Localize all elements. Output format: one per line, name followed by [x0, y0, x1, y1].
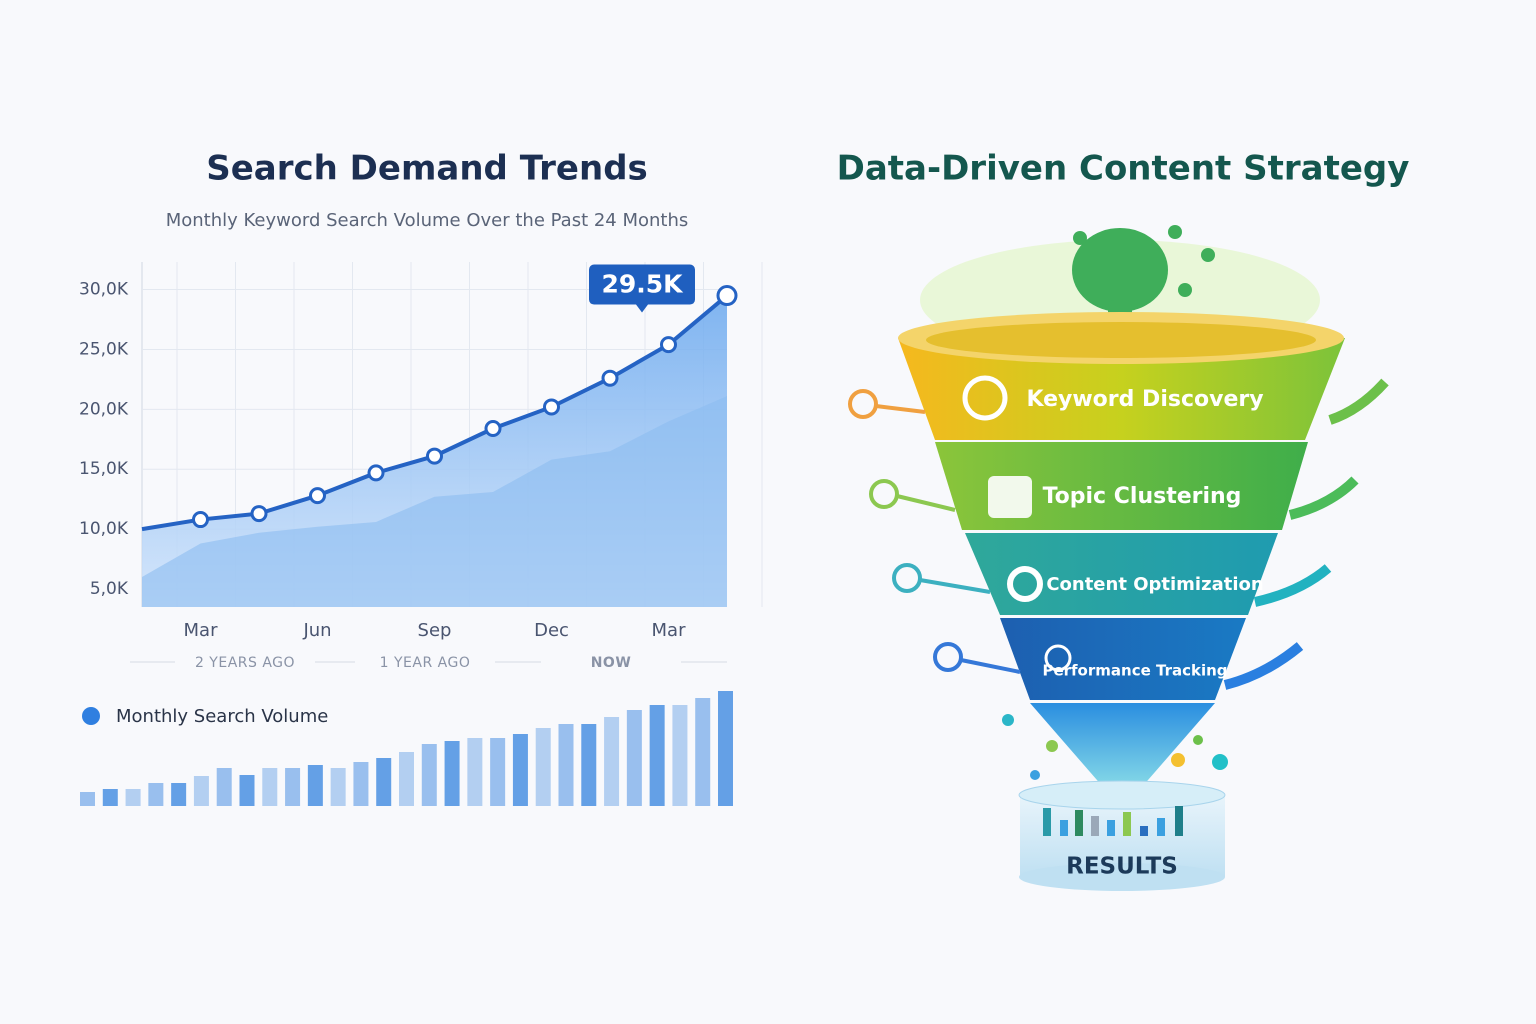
funnel: [848, 225, 1389, 891]
stage-label: Topic Clustering: [1043, 484, 1242, 509]
value-label: 29.5K: [601, 270, 684, 299]
point: [426, 447, 443, 465]
results-label: RESULTS: [1066, 854, 1178, 880]
bar: [239, 775, 255, 806]
point: [543, 398, 560, 416]
icon: [988, 476, 1032, 518]
area: [142, 396, 727, 607]
stage-band: [898, 338, 1345, 440]
stage-band: [965, 533, 1278, 615]
point: [716, 285, 738, 307]
x-tick-label: Sep: [418, 620, 452, 641]
bar: [695, 698, 711, 806]
bar-chart: [80, 691, 733, 806]
chart-title: Search Demand Trends: [206, 149, 648, 189]
chart-subtitle: Monthly Keyword Search Volume Over the P…: [166, 210, 689, 231]
point: [367, 464, 385, 482]
y-tick-label: 5,0K: [90, 579, 129, 599]
confetti: [1002, 714, 1228, 780]
callout-tip: [636, 304, 648, 313]
bar: [604, 717, 620, 806]
y-tick-label: 15,0K: [79, 459, 129, 479]
bar: [102, 789, 118, 806]
bar: [399, 752, 414, 806]
point: [484, 420, 502, 438]
point: [601, 369, 619, 387]
bar: [80, 792, 95, 806]
x-tick-label: Jun: [302, 620, 331, 641]
bar: [307, 765, 323, 806]
bar: [626, 710, 642, 806]
stage-label: Keyword Discovery: [1026, 387, 1263, 412]
bar: [125, 789, 141, 806]
x-tick-label: Mar: [184, 620, 219, 641]
bar: [490, 738, 506, 806]
bar: [558, 724, 574, 806]
bar: [376, 758, 392, 806]
bar: [581, 724, 597, 806]
x-tick-label: Dec: [534, 620, 569, 641]
point: [192, 511, 209, 529]
y-tick-label: 30,0K: [79, 280, 129, 300]
legend-swatch: [82, 707, 100, 725]
icon: [1044, 644, 1072, 672]
bar: [512, 734, 528, 806]
bar: [718, 691, 733, 806]
bar: [216, 768, 232, 806]
y-tick-label: 10,0K: [79, 519, 129, 539]
funnel-mouth: [926, 322, 1316, 358]
legend-label: Monthly Search Volume: [116, 706, 328, 727]
icon: [962, 375, 1008, 421]
side-connectors: [848, 378, 1389, 690]
point: [309, 487, 326, 505]
bar: [421, 744, 437, 806]
bar: [262, 768, 278, 806]
annotation: 1 YEAR AGO: [380, 655, 471, 671]
bar: [285, 768, 301, 806]
bar: [672, 705, 688, 806]
bar: [148, 783, 164, 806]
stage-band: [1000, 618, 1246, 700]
bar: [353, 762, 369, 806]
line-chart: 5,0K 10,0K 15,0K 20,0K 25,0K 30,0K 29.5K Mar Jun…: [79, 262, 763, 672]
bar: [467, 738, 483, 806]
y-tick-label: 25,0K: [79, 339, 129, 359]
point: [250, 505, 268, 523]
bar: [649, 705, 665, 806]
bar: [193, 776, 209, 806]
bar: [171, 783, 187, 806]
y-tick-label: 20,0K: [79, 399, 129, 419]
annotation: 2 YEARS AGO: [195, 655, 295, 671]
icon: [1007, 566, 1043, 602]
bar: [535, 728, 551, 806]
results-rim: [1018, 780, 1226, 810]
x-tick-label: Mar: [652, 620, 687, 641]
annotation: NOW: [591, 655, 632, 671]
bar: [444, 741, 460, 806]
callout: [589, 264, 695, 305]
results-bars: [1043, 806, 1183, 836]
timeline-gap: [175, 652, 315, 672]
timeline-gap: [355, 652, 495, 672]
stage-label: Performance Tracking: [1042, 662, 1227, 680]
point: [660, 336, 677, 354]
funnel-spout: [1030, 703, 1215, 795]
brain-icon: [1072, 225, 1215, 330]
timeline-gap: [541, 652, 681, 672]
bar: [330, 768, 346, 806]
funnel-title: Data-Driven Content Strategy: [837, 149, 1410, 189]
results-base: [1019, 863, 1225, 891]
stage-label: Content Optimization: [1046, 574, 1263, 595]
